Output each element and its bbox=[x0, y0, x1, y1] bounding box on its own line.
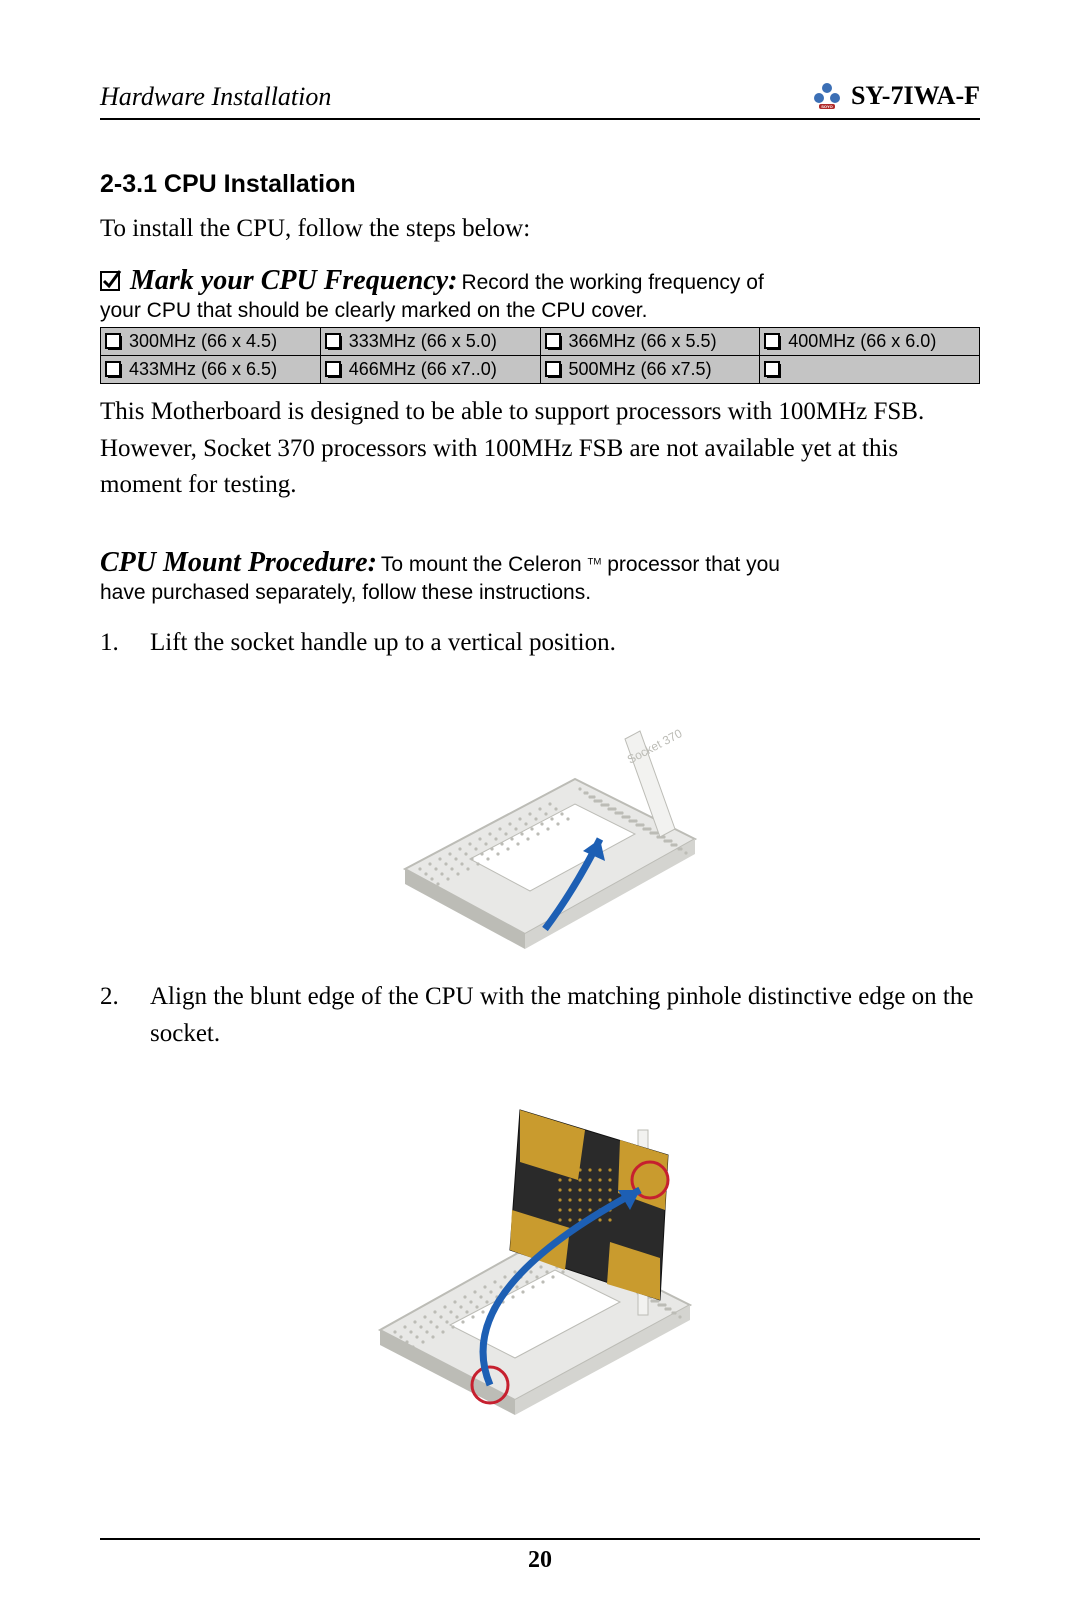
footer-rule bbox=[100, 1538, 980, 1540]
socket-diagram-1-icon: Socket 370 bbox=[375, 679, 705, 959]
figure-socket-lever: Socket 370 bbox=[100, 679, 980, 959]
frequency-label: 433MHz (66 x 6.5) bbox=[129, 359, 277, 380]
step-2-text: Align the blunt edge of the CPU with the… bbox=[150, 979, 980, 1052]
step-1-text: Lift the socket handle up to a vertical … bbox=[150, 625, 616, 661]
step-2: 2. Align the blunt edge of the CPU with … bbox=[100, 979, 980, 1052]
mount-rest-a: To mount the Celeron bbox=[381, 553, 588, 576]
frequency-label: 300MHz (66 x 4.5) bbox=[129, 331, 277, 352]
frequency-table: 300MHz (66 x 4.5) 333MHz (66 x 5.0) 366MHz… bbox=[100, 327, 980, 384]
svg-text:SOYO: SOYO bbox=[821, 104, 833, 109]
mount-heading-line: CPU Mount Procedure: To mount the Celero… bbox=[100, 547, 980, 579]
page-header: Hardware Installation SOYO SY-7IWA-F bbox=[100, 80, 980, 120]
frequency-cell: 400MHz (66 x 6.0) bbox=[760, 328, 980, 356]
frequency-cell bbox=[760, 356, 980, 384]
checkbox-empty-icon bbox=[764, 333, 782, 351]
mark-frequency-heading: Mark your CPU Frequency: Record the work… bbox=[100, 265, 980, 297]
checkbox-empty-icon bbox=[325, 333, 343, 351]
mark-rest: Record the working frequency of bbox=[461, 271, 763, 294]
mount-title: CPU Mount Procedure: bbox=[100, 547, 377, 578]
frequency-cell: 366MHz (66 x 5.5) bbox=[540, 328, 760, 356]
frequency-label: 400MHz (66 x 6.0) bbox=[788, 331, 936, 352]
frequency-label: 466MHz (66 x7..0) bbox=[349, 359, 497, 380]
section-heading: 2-3.1 CPU Installation bbox=[100, 170, 980, 199]
intro-text: To install the CPU, follow the steps bel… bbox=[100, 211, 980, 247]
checkbox-checked-icon bbox=[100, 269, 122, 291]
figure-socket-cpu bbox=[100, 1070, 980, 1430]
fsb-note: This Motherboard is designed to be able … bbox=[100, 394, 980, 503]
mount-procedure-block: CPU Mount Procedure: To mount the Celero… bbox=[100, 547, 980, 605]
frequency-cell: 300MHz (66 x 4.5) bbox=[101, 328, 321, 356]
frequency-cell: 500MHz (66 x7.5) bbox=[540, 356, 760, 384]
step-2-number: 2. bbox=[100, 979, 124, 1052]
checkbox-empty-icon bbox=[545, 333, 563, 351]
checkbox-empty-icon bbox=[764, 361, 782, 379]
brand-logo-icon: SOYO bbox=[811, 80, 843, 112]
frequency-cell: 466MHz (66 x7..0) bbox=[320, 356, 540, 384]
frequency-cell: 333MHz (66 x 5.0) bbox=[320, 328, 540, 356]
mark-subtext: your CPU that should be clearly marked o… bbox=[100, 299, 980, 323]
mark-title: Mark your CPU Frequency: bbox=[130, 265, 457, 296]
header-section-title: Hardware Installation bbox=[100, 82, 331, 112]
checkbox-empty-icon bbox=[105, 333, 123, 351]
header-model: SOYO SY-7IWA-F bbox=[811, 80, 980, 112]
checkbox-empty-icon bbox=[105, 361, 123, 379]
step-1-number: 1. bbox=[100, 625, 124, 661]
frequency-cell: 433MHz (66 x 6.5) bbox=[101, 356, 321, 384]
mount-rest-b: processor that you bbox=[601, 553, 780, 576]
tm-symbol: TM bbox=[588, 557, 602, 568]
mount-subtext: have purchased separately, follow these … bbox=[100, 581, 980, 605]
frequency-label: 500MHz (66 x7.5) bbox=[569, 359, 712, 380]
frequency-label: 333MHz (66 x 5.0) bbox=[349, 331, 497, 352]
step-1: 1. Lift the socket handle up to a vertic… bbox=[100, 625, 980, 661]
page-number: 20 bbox=[0, 1547, 1080, 1574]
header-model-text: SY-7IWA-F bbox=[851, 81, 980, 111]
checkbox-empty-icon bbox=[545, 361, 563, 379]
socket-diagram-2-icon bbox=[360, 1070, 720, 1430]
checkbox-empty-icon bbox=[325, 361, 343, 379]
frequency-label: 366MHz (66 x 5.5) bbox=[569, 331, 717, 352]
